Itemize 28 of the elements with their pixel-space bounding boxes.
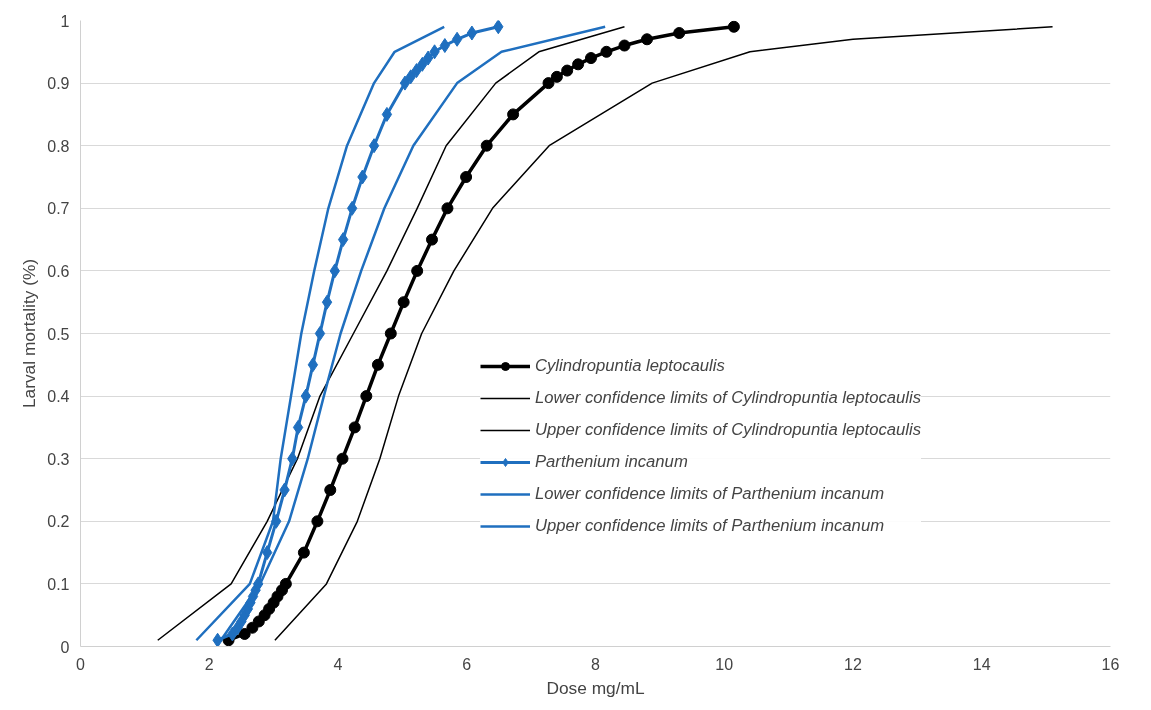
- y-tick-label: 0.8: [47, 137, 70, 155]
- y-tick-label: 0: [60, 638, 70, 656]
- y-tick-label: 0.6: [47, 262, 70, 280]
- y-tick-label: 0.2: [47, 513, 70, 531]
- x-tick-label: 0: [76, 655, 86, 673]
- x-tick-label: 10: [715, 655, 734, 673]
- x-tick-label: 6: [462, 655, 472, 673]
- x-tick-label: 14: [972, 655, 991, 673]
- legend-label: Upper confidence limits of Parthenium incanum: [535, 516, 885, 536]
- y-tick-label: 1: [60, 12, 70, 30]
- x-axis-title: Dose mg/mL: [546, 677, 645, 698]
- legend-label: Parthenium incanum: [535, 452, 688, 472]
- x-tick-label: 12: [844, 655, 862, 673]
- y-tick-label: 0.4: [47, 388, 70, 406]
- x-tick-label: 8: [591, 655, 601, 673]
- x-tick-label: 4: [333, 655, 343, 673]
- x-tick-label: 2: [204, 655, 214, 673]
- y-tick-label: 0.3: [47, 450, 70, 468]
- y-tick-label: 0.7: [47, 200, 70, 218]
- legend-label: Lower confidence limits of Cylindropuntia leptocaulis: [535, 388, 922, 408]
- y-tick-label: 0.5: [47, 325, 70, 343]
- legend-label: Cylindropuntia leptocaulis: [535, 356, 725, 376]
- y-tick-label: 0.1: [47, 575, 70, 593]
- y-tick-label: 0.9: [47, 75, 70, 93]
- y-axis-title: Larval mortality (%): [19, 258, 40, 409]
- legend-label: Lower confidence limits of Parthenium incanum: [535, 484, 885, 504]
- legend-label: Upper confidence limits of Cylindropuntia leptocaulis: [535, 420, 922, 440]
- x-tick-label: 16: [1101, 655, 1120, 673]
